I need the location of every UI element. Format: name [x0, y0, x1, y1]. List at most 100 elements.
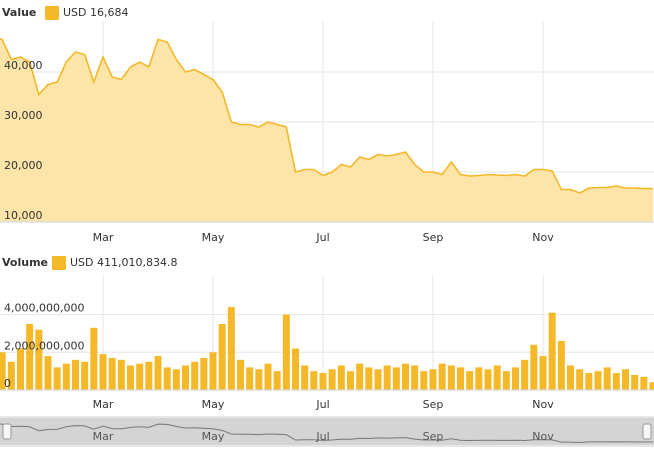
bar — [475, 367, 483, 390]
legend-swatch — [45, 6, 59, 20]
bar — [521, 359, 529, 390]
bar — [649, 382, 654, 390]
bar — [136, 363, 144, 390]
navigator-series — [0, 423, 653, 444]
x-tick-label: Nov — [532, 231, 554, 244]
bar — [457, 367, 465, 390]
bar — [466, 371, 474, 390]
navigator-label: Nov — [532, 430, 554, 443]
x-tick-label: Jul — [315, 231, 329, 244]
bar — [319, 373, 327, 390]
x-tick-label: May — [202, 231, 225, 244]
bar — [420, 371, 428, 390]
bar — [567, 365, 575, 390]
x-tick-label: Nov — [532, 398, 554, 411]
bar — [218, 324, 226, 390]
bar — [26, 324, 34, 390]
bar — [530, 344, 538, 390]
bar — [402, 363, 410, 390]
navigator-label: Jul — [315, 430, 329, 443]
bar — [90, 327, 98, 390]
bar — [72, 359, 80, 390]
bar — [108, 357, 116, 390]
bar — [640, 376, 648, 390]
x-tick-label: Jul — [315, 398, 329, 411]
bar — [310, 371, 318, 390]
y-tick-label: 0 — [4, 377, 11, 390]
bar — [347, 371, 355, 390]
bar — [493, 365, 501, 390]
bar — [622, 369, 630, 390]
x-tick-label: Sep — [423, 231, 444, 244]
bar — [62, 363, 70, 390]
bar — [356, 363, 364, 390]
bar — [99, 354, 107, 390]
legend-name: Volume — [2, 256, 48, 269]
bar — [255, 369, 263, 390]
bar — [548, 312, 556, 390]
bar — [163, 367, 171, 390]
bar — [328, 369, 336, 390]
bar — [145, 361, 153, 390]
bar — [273, 371, 281, 390]
bar — [191, 361, 199, 390]
bar — [44, 356, 52, 390]
legend-swatch — [52, 256, 66, 270]
y-tick-label: 40,000 — [4, 59, 43, 72]
x-tick-label: May — [202, 398, 225, 411]
bar — [292, 348, 300, 390]
navigator-handle[interactable] — [642, 423, 652, 440]
area-line — [0, 38, 654, 194]
bar — [301, 365, 309, 390]
bar — [576, 369, 584, 390]
bar — [438, 363, 446, 390]
bar — [383, 365, 391, 390]
area-fill — [0, 38, 654, 222]
bar — [35, 329, 43, 390]
bar — [539, 356, 547, 390]
bar — [53, 367, 61, 390]
bar — [484, 369, 492, 390]
x-tick-label: Mar — [93, 398, 114, 411]
bar — [237, 359, 245, 390]
bar — [127, 365, 135, 390]
x-tick-label: Sep — [423, 398, 444, 411]
legend-name: Value — [2, 6, 36, 19]
bar — [337, 365, 345, 390]
navigator-label: Mar — [93, 430, 114, 443]
bar — [0, 352, 6, 390]
navigator-label: Sep — [423, 430, 444, 443]
bar — [264, 363, 272, 390]
bar — [411, 365, 419, 390]
bar — [7, 361, 15, 390]
bar — [209, 352, 217, 390]
bar — [603, 367, 611, 390]
bar — [154, 356, 162, 390]
bar — [227, 307, 235, 390]
bar — [17, 348, 25, 390]
y-tick-label: 20,000 — [4, 159, 43, 172]
y-tick-label: 2,000,000,000 — [4, 339, 84, 352]
bar — [117, 359, 125, 390]
navigator-label: May — [202, 430, 225, 443]
bar — [81, 361, 89, 390]
bar — [200, 357, 208, 390]
bar — [374, 369, 382, 390]
bar — [585, 373, 593, 390]
legend-value: USD 16,684 — [63, 6, 129, 19]
bar — [594, 371, 602, 390]
y-tick-label: 30,000 — [4, 109, 43, 122]
bar — [502, 371, 510, 390]
bar — [631, 374, 639, 390]
bar — [182, 365, 190, 390]
navigator-handle[interactable] — [2, 423, 12, 440]
y-tick-label: 4,000,000,000 — [4, 302, 84, 315]
bar — [612, 373, 620, 390]
bar — [557, 340, 565, 390]
x-tick-label: Mar — [93, 231, 114, 244]
bar — [246, 367, 254, 390]
bar — [429, 369, 437, 390]
bar — [392, 367, 400, 390]
bar — [447, 365, 455, 390]
